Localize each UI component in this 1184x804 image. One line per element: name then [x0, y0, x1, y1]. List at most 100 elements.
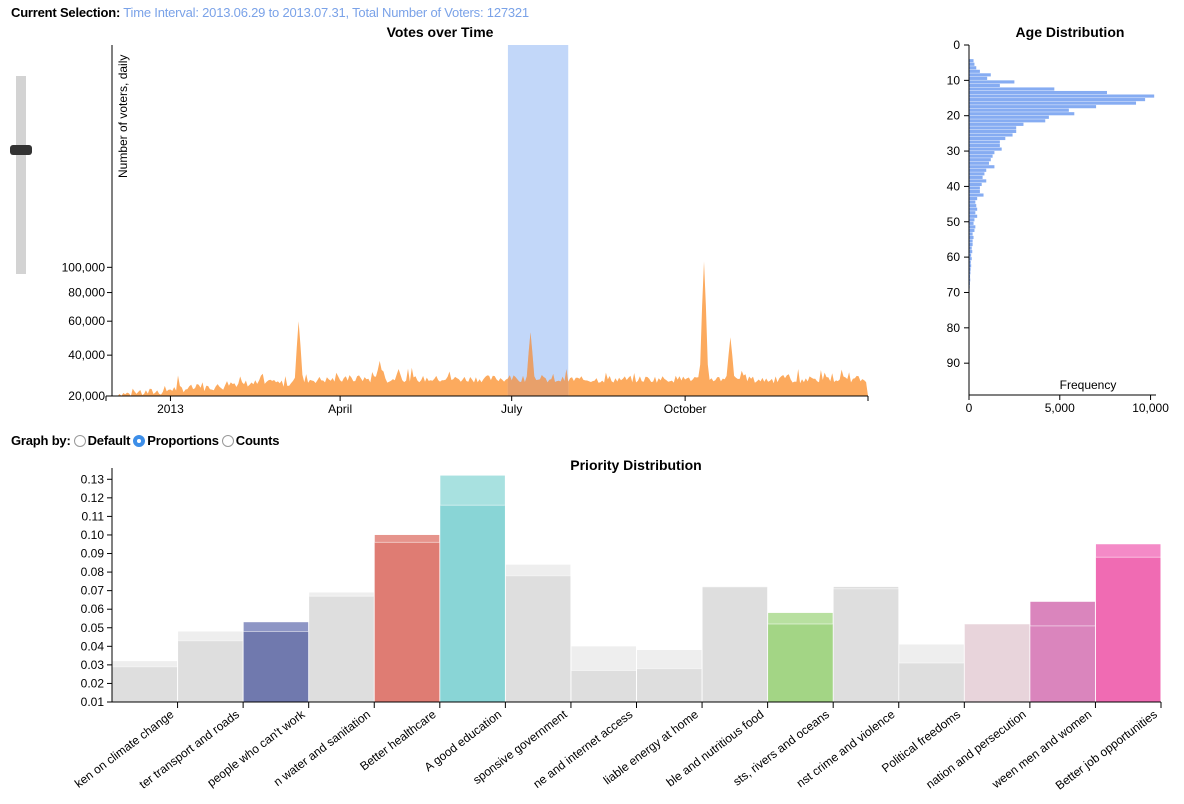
graph-by-proportions-label: Proportions — [147, 433, 219, 448]
age-bar — [969, 211, 976, 215]
zoom-slider-handle[interactable] — [10, 145, 32, 155]
age-bar — [969, 175, 983, 179]
zoom-slider-track[interactable] — [16, 76, 26, 274]
priority-chart-title: Priority Distribution — [570, 457, 701, 473]
priority-bar-selection — [768, 624, 833, 702]
graph-by-counts-option[interactable]: Counts — [221, 433, 280, 448]
age-bar — [969, 122, 1024, 126]
priority-bar-selection — [178, 640, 243, 702]
votes-x-tick-label: October — [664, 402, 707, 416]
age-bar — [969, 197, 978, 201]
age-bar — [969, 200, 976, 204]
age-y-tick-label: 20 — [947, 109, 961, 123]
age-x-tick-label: 0 — [966, 401, 973, 415]
selection-brush — [507, 45, 569, 396]
radio-proportions[interactable] — [133, 434, 146, 447]
priority-y-tick-label: 0.06 — [81, 602, 105, 616]
priority-bar-selection — [1030, 625, 1095, 702]
age-bar — [969, 108, 1069, 112]
priority-bar-selection — [833, 588, 899, 702]
age-bar — [969, 274, 971, 278]
votes-y-axis-label: Number of voters, daily — [116, 55, 130, 178]
priority-bar-selection — [571, 670, 636, 702]
age-bar — [969, 242, 973, 247]
age-bar — [969, 83, 1000, 88]
priority-bar-selection — [637, 668, 702, 702]
age-bar — [969, 267, 971, 271]
priority-y-tick-label: 0.07 — [81, 584, 105, 598]
priority-y-tick-label: 0.02 — [81, 676, 105, 690]
age-y-tick-label: 70 — [947, 285, 961, 299]
graph-by-default-label: Default — [87, 433, 131, 448]
age-y-tick-label: 50 — [947, 215, 961, 229]
votes-x-tick-label: 2013 — [157, 402, 184, 416]
priority-y-tick-label: 0.12 — [81, 491, 105, 505]
age-bar — [969, 62, 975, 66]
age-bar — [969, 278, 971, 282]
age-bar — [969, 165, 995, 169]
votes-y-tick-label: 40,000 — [68, 348, 105, 362]
age-bar — [969, 264, 972, 268]
age-bar — [969, 66, 977, 70]
priority-y-tick-label: 0.13 — [81, 472, 105, 486]
age-chart-title: Age Distribution — [1016, 24, 1125, 40]
current-selection: Current Selection: Time Interval: 2013.0… — [11, 5, 529, 20]
age-x-tick-label: 10,000 — [1132, 401, 1169, 415]
age-bar — [969, 271, 971, 275]
age-bar — [969, 204, 977, 208]
priority-y-tick-label: 0.01 — [81, 695, 105, 709]
priority-y-tick-label: 0.10 — [81, 528, 105, 542]
age-bar — [969, 250, 973, 254]
age-bar — [969, 119, 1046, 123]
graph-by-control: Graph by: Default Proportions Counts — [11, 433, 280, 448]
age-bar — [969, 207, 978, 211]
priority-bar-selection — [374, 542, 440, 702]
graph-by-counts-label: Counts — [235, 433, 280, 448]
age-bar — [969, 73, 991, 77]
votes-x-tick-label: April — [328, 402, 352, 416]
priority-bar-selection — [899, 663, 964, 702]
age-bar — [969, 221, 974, 225]
age-bar — [969, 59, 974, 63]
priority-bar-selection — [440, 505, 505, 702]
graph-by-default-option[interactable]: Default — [73, 433, 131, 448]
votes-y-tick-label: 80,000 — [68, 286, 105, 300]
age-bar — [969, 179, 987, 183]
votes-y-tick-label: 60,000 — [68, 314, 105, 328]
age-bar — [969, 115, 1049, 119]
age-y-tick-label: 0 — [953, 38, 960, 52]
votes-area-selected — [507, 332, 569, 396]
age-bar — [969, 246, 972, 250]
age-bar — [969, 260, 971, 264]
age-bar — [969, 158, 991, 162]
age-bar — [969, 98, 1146, 102]
graph-by-proportions-option[interactable]: Proportions — [133, 433, 219, 448]
age-bar — [969, 101, 1137, 105]
votes-y-tick-label: 100,000 — [62, 260, 106, 274]
age-bar — [969, 189, 980, 194]
priority-y-tick-label: 0.11 — [82, 509, 105, 523]
age-bar — [969, 76, 988, 80]
radio-default[interactable] — [73, 434, 86, 447]
age-bar — [969, 69, 980, 73]
selection-label: Current Selection: — [11, 5, 121, 20]
age-y-tick-label: 80 — [947, 321, 961, 335]
votes-x-tick-label: July — [501, 402, 522, 416]
radio-counts[interactable] — [221, 434, 234, 447]
age-bar — [969, 140, 1000, 144]
age-y-tick-label: 60 — [947, 250, 961, 264]
priority-y-tick-label: 0.05 — [81, 621, 105, 635]
priority-y-tick-label: 0.03 — [81, 658, 105, 672]
age-bar — [969, 228, 975, 232]
age-bar — [969, 232, 973, 236]
age-bar — [969, 225, 976, 229]
priority-bar-selection — [112, 666, 178, 702]
votes-y-tick-label: 20,000 — [68, 389, 105, 403]
priority-bar-selection — [702, 586, 768, 702]
votes-chart-title: Votes over Time — [387, 24, 494, 40]
age-bar — [969, 235, 974, 240]
age-bar — [969, 94, 1155, 98]
age-bar — [969, 168, 987, 172]
age-y-tick-label: 40 — [947, 179, 961, 193]
